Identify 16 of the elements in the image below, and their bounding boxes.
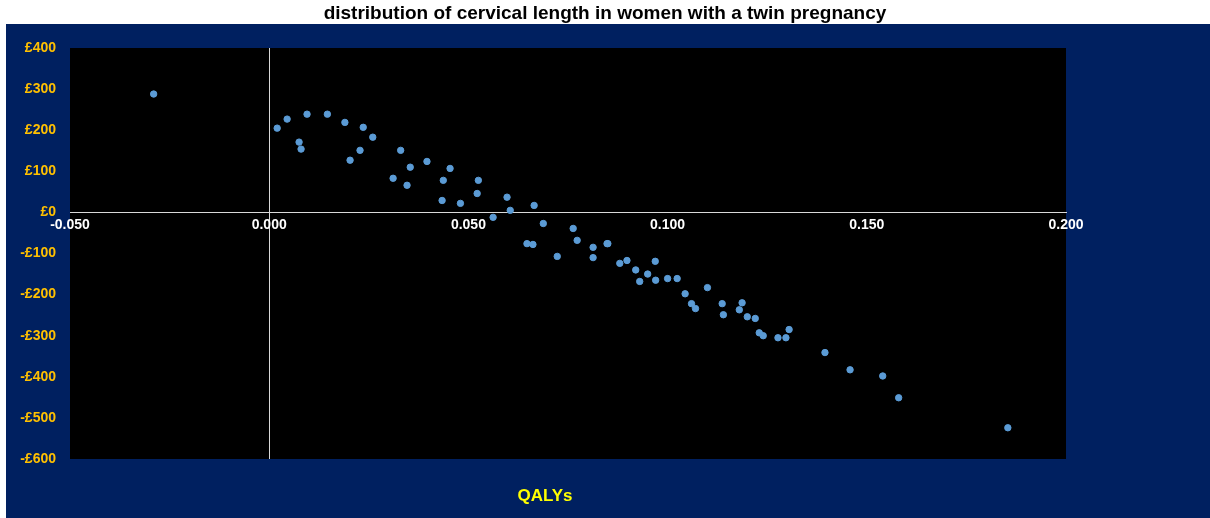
y-tick-label: £100 — [24, 162, 57, 179]
x-axis-title: QALYs — [516, 486, 574, 506]
x-tick-label: 0.150 — [849, 215, 885, 232]
y-tick-label: -£500 — [20, 408, 57, 425]
y-tick-label: -£100 — [20, 244, 57, 261]
x-tick-label: 0.200 — [1048, 215, 1084, 232]
y-tick-label: £300 — [24, 79, 57, 96]
y-tick-label: £400 — [24, 38, 57, 55]
chart-title: distribution of cervical length in women with a twin pregnancy — [322, 2, 888, 24]
y-tick-label: -£200 — [20, 285, 57, 302]
x-tick-label: 0.100 — [650, 215, 686, 232]
y-tick-label: -£400 — [20, 367, 57, 384]
y-tick-label: -£600 — [20, 449, 57, 466]
y-tick-label: £200 — [24, 121, 57, 138]
y-tick-label: -£300 — [20, 326, 57, 343]
x-tick-label: 0.050 — [450, 215, 487, 232]
